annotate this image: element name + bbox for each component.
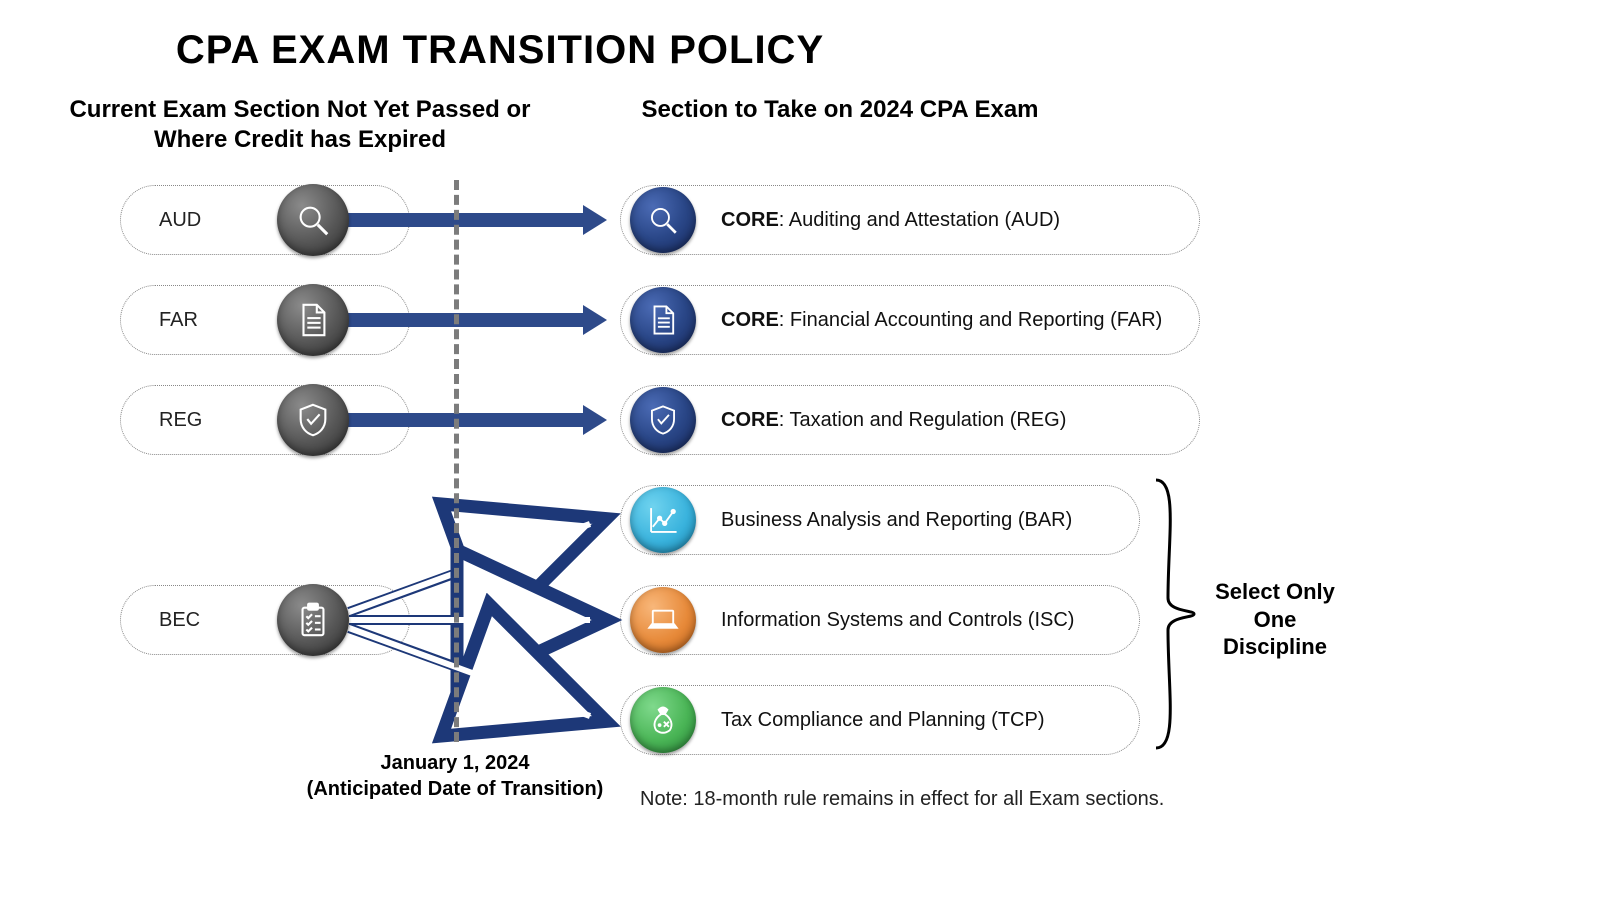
shield-icon xyxy=(277,384,349,456)
transition-date-line xyxy=(454,180,459,742)
document-icon xyxy=(277,284,349,356)
shield-icon xyxy=(630,387,696,453)
core-prefix: CORE xyxy=(721,309,779,331)
core-prefix: CORE xyxy=(721,209,779,231)
left-row-label: BEC xyxy=(159,609,200,632)
left-row-label: AUD xyxy=(159,209,201,232)
footnote: Note: 18-month rule remains in effect fo… xyxy=(640,788,1164,811)
arrow-reg xyxy=(345,413,585,427)
brace-label: Select Only One Discipline xyxy=(1205,578,1345,661)
core-label: : Financial Accounting and Reporting (FA… xyxy=(779,309,1163,331)
core-label: : Taxation and Regulation (REG) xyxy=(779,409,1067,431)
search-icon xyxy=(277,184,349,256)
right-disc-isc: Information Systems and Controls (ISC) xyxy=(620,585,1140,655)
timeline-caption: (Anticipated Date of Transition) xyxy=(307,778,604,800)
arrow-far xyxy=(345,313,585,327)
document-icon xyxy=(630,287,696,353)
right-disc-tcp: Tax Compliance and Planning (TCP) xyxy=(620,685,1140,755)
right-disc-bar: Business Analysis and Reporting (BAR) xyxy=(620,485,1140,555)
left-row-label: REG xyxy=(159,409,202,432)
search-icon xyxy=(630,187,696,253)
right-core-aud: CORE: Auditing and Attestation (AUD) xyxy=(620,185,1200,255)
brace-icon xyxy=(1148,478,1198,750)
disc-label: Tax Compliance and Planning (TCP) xyxy=(721,709,1045,732)
subhead-right: Section to Take on 2024 CPA Exam xyxy=(640,95,1040,125)
core-prefix: CORE xyxy=(721,409,779,431)
chart-icon xyxy=(630,487,696,553)
core-label: : Auditing and Attestation (AUD) xyxy=(779,209,1060,231)
laptop-icon xyxy=(630,587,696,653)
clipboard-icon xyxy=(277,584,349,656)
timeline-label: January 1, 2024 (Anticipated Date of Tra… xyxy=(300,750,610,802)
disc-label: Information Systems and Controls (ISC) xyxy=(721,609,1074,632)
left-row-bec: BEC xyxy=(120,585,410,655)
disc-label: Business Analysis and Reporting (BAR) xyxy=(721,509,1072,532)
left-row-label: FAR xyxy=(159,309,198,332)
timeline-date: January 1, 2024 xyxy=(381,752,530,774)
page-title: CPA EXAM TRANSITION POLICY xyxy=(0,28,1000,73)
right-core-far: CORE: Financial Accounting and Reporting… xyxy=(620,285,1200,355)
moneybag-icon xyxy=(630,687,696,753)
arrow-aud xyxy=(345,213,585,227)
subhead-left: Current Exam Section Not Yet Passed or W… xyxy=(50,95,550,155)
right-core-reg: CORE: Taxation and Regulation (REG) xyxy=(620,385,1200,455)
